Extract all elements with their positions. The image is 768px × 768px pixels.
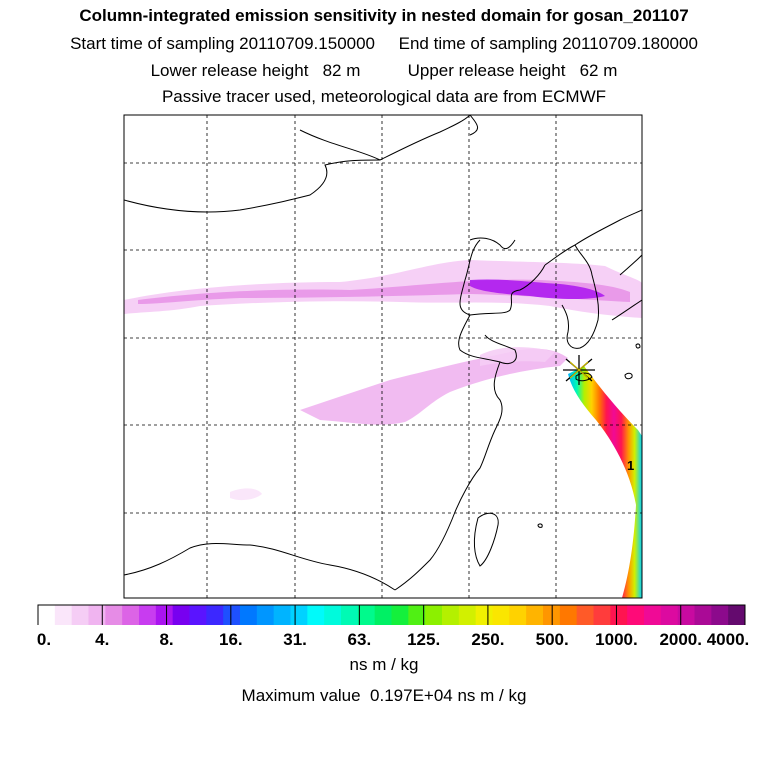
colorbar-tick-label: 125.	[407, 630, 441, 649]
colorbar-cell	[408, 605, 426, 625]
colorbar-cell	[660, 605, 679, 625]
colorbar-tick-label: 8.	[159, 630, 174, 649]
coast-bohai	[459, 239, 546, 316]
colorbar-cell	[172, 605, 190, 625]
colorbar-tick-label: 63.	[347, 630, 372, 649]
colorbar-tick-label: 500.	[535, 630, 569, 649]
colorbar-cell	[677, 605, 695, 625]
colorbar-cell	[374, 605, 392, 625]
colorbar-cell	[307, 605, 325, 625]
tracer-info: Passive tracer used, meteorological data…	[161, 87, 607, 106]
colorbar-cell	[88, 605, 106, 625]
colorbar-tick-label: 4.	[95, 630, 110, 649]
plot-frame	[123, 114, 643, 599]
field-coastal-plume	[568, 366, 642, 598]
coastlines	[124, 115, 642, 591]
colorbar-tick-label: 16.	[218, 630, 243, 649]
plot-title: Column-integrated emission sensitivity i…	[79, 6, 689, 25]
colorbar-tick-label: 31.	[283, 630, 307, 649]
colorbar-cell	[206, 605, 224, 625]
colorbar-cell	[54, 605, 73, 625]
colorbar-cell	[509, 605, 527, 625]
colorbar-cell	[189, 605, 207, 625]
max-marker-1: 1	[627, 458, 634, 473]
colorbar-tick-label: 250.	[471, 630, 505, 649]
sensitivity-map: 1	[37, 114, 746, 625]
colorbar-units: ns m / kg	[349, 655, 419, 674]
colorbar-cell	[256, 605, 275, 625]
colorbar-cell	[273, 605, 291, 625]
colorbar-cell	[240, 605, 258, 625]
field-inland-patch	[230, 488, 262, 501]
receptor-marker	[563, 355, 595, 385]
colorbar-cell	[458, 605, 477, 625]
colorbar-cell	[543, 605, 561, 625]
colorbar-cell	[324, 605, 342, 625]
colorbar-cell	[559, 605, 578, 625]
sampling-times: Start time of sampling 20110709.150000 E…	[70, 34, 698, 53]
colorbar-cell	[593, 605, 611, 625]
field-layer	[124, 260, 642, 598]
colorbar-cell	[644, 605, 662, 625]
colorbar-cell	[492, 605, 510, 625]
colorbar-tick-label: 1000.	[595, 630, 638, 649]
colorbar-cell	[38, 605, 56, 625]
colorbar-cell	[694, 605, 712, 625]
colorbar-cell	[475, 605, 493, 625]
svg-text:1: 1	[627, 458, 634, 473]
colorbar-cell	[627, 605, 645, 625]
field-korea-core	[470, 279, 605, 299]
colorbar-cell	[223, 605, 241, 625]
coast-northeast	[574, 209, 642, 246]
island-small-1	[624, 372, 633, 380]
border-north	[299, 115, 471, 161]
colorbar-cell	[442, 605, 460, 625]
island-small-3	[537, 523, 543, 528]
colorbar-cell	[711, 605, 729, 625]
colorbar-cell	[425, 605, 443, 625]
colorbar-tick-label: 4000.	[706, 630, 750, 649]
coast-south	[124, 543, 396, 591]
colorbar-cell	[357, 605, 376, 625]
colorbar-tick-label: 2000.	[659, 630, 702, 649]
colorbar-cell	[526, 605, 544, 625]
grid-lines	[124, 115, 642, 598]
colorbar-cell	[391, 605, 409, 625]
colorbar-frame	[37, 604, 746, 625]
colorbar-cell	[122, 605, 140, 625]
island-taiwan	[473, 512, 499, 567]
coast-japan	[611, 254, 642, 321]
colorbar-cell	[728, 605, 746, 625]
border-north-2	[124, 159, 381, 213]
colorbar-cell	[71, 605, 89, 625]
release-heights: Lower release height 82 m Upper release …	[150, 61, 618, 80]
field-inland-tongue	[300, 348, 568, 425]
island-small-2	[635, 343, 641, 349]
colorbar-tick-label: 0.	[36, 630, 52, 649]
colorbar-cell	[576, 605, 594, 625]
border-inner	[469, 115, 516, 250]
colorbar-cell	[155, 605, 174, 625]
colorbar-cell	[139, 605, 157, 625]
coast-east-china	[394, 361, 503, 591]
colorbar-cell	[105, 605, 123, 625]
colorbar-cell	[290, 605, 308, 625]
max-value-text: Maximum value 0.197E+04 ns m / kg	[241, 686, 527, 705]
colorbar-cell	[341, 605, 359, 625]
colorbar-cell	[610, 605, 628, 625]
colorbar	[37, 604, 746, 625]
